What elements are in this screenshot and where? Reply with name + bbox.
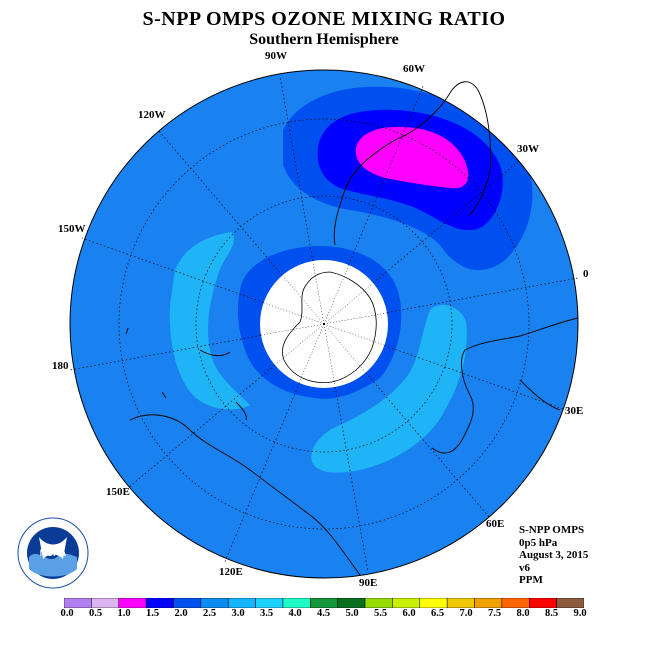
lon-label-30e: 30E [565,405,584,417]
map-border [69,69,579,579]
colorbar-tick-label: 1.0 [117,608,131,619]
colorbar-swatch [200,598,229,608]
antarctica-outline [282,271,377,383]
lon-label-60w: 60W [403,63,425,75]
lon-label-150w: 150W [58,223,86,235]
info-date: August 3, 2015 [519,549,589,561]
ozone-contour-max [355,126,469,189]
colorbar-tick-label: 7.5 [487,608,502,619]
colorbar-tick-label: 4.0 [288,608,302,619]
colorbar-swatch [255,598,284,608]
colorbar [64,598,584,608]
ozone-contour-light-west [169,232,250,410]
colorbar-tick-label: 2.0 [174,608,188,619]
map-subtitle: Southern Hemisphere [249,31,399,48]
ozone-contour-light-east [311,304,467,473]
lon-label-90e: 90E [359,577,378,589]
lon-label-120w: 120W [138,109,166,121]
info-units: PPM [519,574,543,586]
colorbar-swatch [529,598,557,608]
colorbar-tick-label: 3.5 [259,608,274,619]
colorbar-tick-label: 7.0 [459,608,473,619]
lon-label-90w: 90W [265,50,287,62]
colorbar-tick-label: 0.0 [60,608,74,619]
colorbar-swatch [227,598,256,608]
colorbar-swatch [392,598,421,608]
colorbar-swatch [556,598,584,608]
colorbar-swatch [64,598,92,608]
colorbar-swatch [364,598,393,608]
colorbar-swatch [91,598,119,608]
info-pressure: 0p5 hPa [519,536,558,549]
colorbar-swatch [145,598,174,608]
colorbar-swatch [446,598,475,608]
lon-label-60e: 60E [486,518,505,530]
colorbar-swatch [310,598,338,608]
info-instrument: S-NPP OMPS [519,524,585,536]
colorbar-tick-label: 2.5 [202,608,217,619]
info-version: v6 [519,561,530,574]
lon-label-120e: 120E [219,566,243,578]
colorbar-tick-label: 0.5 [88,608,103,619]
lon-label-150e: 150E [106,486,130,498]
colorbar-swatch [419,598,448,608]
colorbar-tick-label: 1.5 [145,608,160,619]
colorbar-swatch [474,598,503,608]
colorbar-tick-label: 3.0 [231,608,245,619]
colorbar-tick-label: 8.5 [544,608,559,619]
colorbar-swatch [282,598,311,608]
colorbar-swatch [501,598,530,608]
colorbar-tick-label: 8.0 [516,608,530,619]
colorbar-tick-label: 6.5 [430,608,445,619]
colorbar-tick-label: 5.0 [345,608,359,619]
colorbar-tick-label: 6.0 [402,608,416,619]
coastlines [125,81,579,576]
noaa-logo-text: NOAA [40,548,67,558]
meridian-grid [69,75,579,573]
colorbar-swatch [173,598,202,608]
colorbar-tick-label: 9.0 [573,608,587,619]
south-pole-point [322,322,326,326]
colorbar-swatch [337,598,366,608]
lon-label-180: 180 [52,360,69,372]
lon-label-0: 0 [583,268,589,280]
info-block: S-NPP OMPS 0p5 hPa August 3, 2015 v6 PPM [519,524,588,587]
map-title: S-NPP OMPS OZONE MIXING RATIO [142,8,506,30]
colorbar-swatch [118,598,147,608]
colorbar-tick-label: 4.5 [316,608,331,619]
noaa-logo: NOAA [17,517,89,589]
colorbar-tick-label: 5.5 [373,608,388,619]
lon-label-30w: 30W [517,143,539,155]
